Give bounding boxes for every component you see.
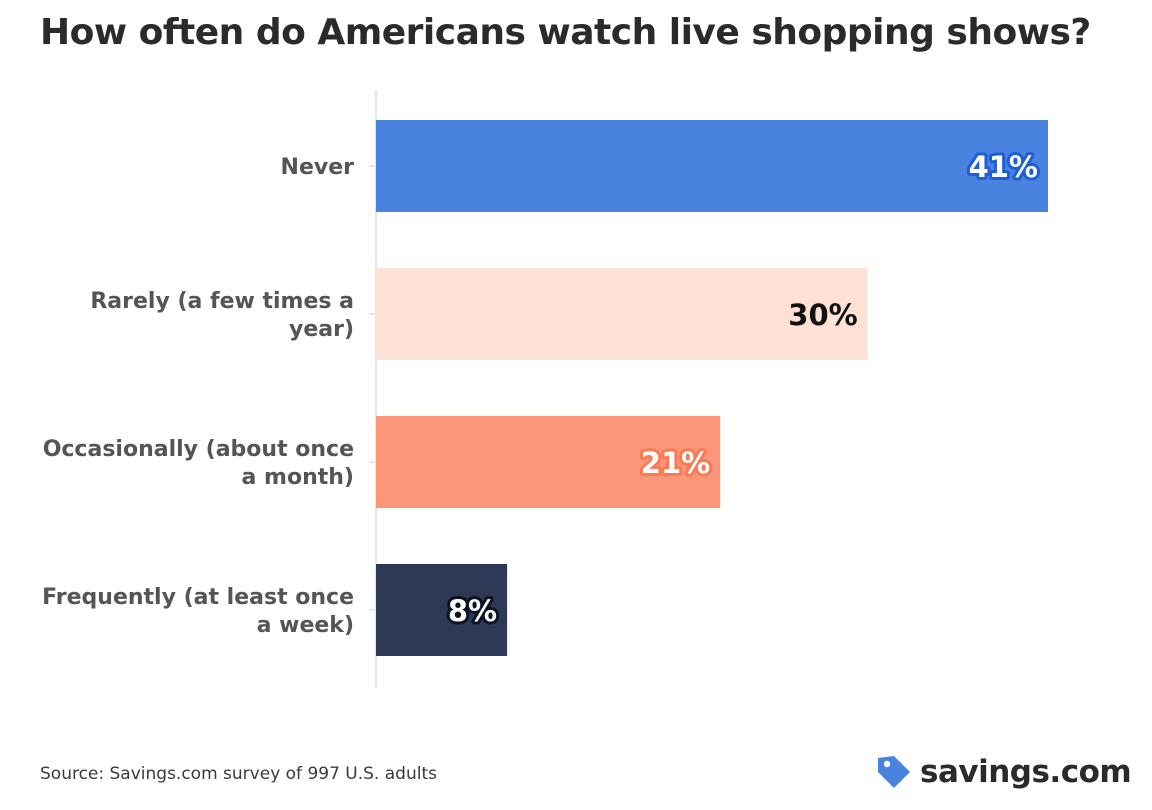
- brand-name: savings.com: [920, 754, 1132, 790]
- category-label-line: Rarely (a few times a: [90, 289, 354, 314]
- category-label-line: a month): [242, 465, 354, 490]
- category-label: Rarely (a few times a year): [90, 289, 354, 342]
- category-label-line: year): [289, 317, 354, 342]
- value-label: 30%: [788, 298, 857, 332]
- value-label: 41%: [969, 150, 1038, 184]
- bar: [376, 120, 1048, 212]
- category-label-line: a week): [257, 613, 354, 638]
- category-label-line: Frequently (at least once: [42, 585, 354, 610]
- category-label-line: Occasionally (about once: [43, 437, 354, 462]
- value-label: 21%: [641, 446, 710, 480]
- bar: [376, 268, 868, 360]
- bar: [376, 416, 721, 508]
- category-label: Never: [281, 155, 355, 180]
- category-label-line: Never: [281, 155, 355, 180]
- brand-logo: savings.com: [874, 752, 1132, 792]
- value-label: 8%: [448, 594, 497, 628]
- tag-icon: [878, 756, 910, 788]
- source-note: Source: Savings.com survey of 997 U.S. a…: [40, 764, 437, 784]
- category-label: Occasionally (about once a month): [43, 437, 354, 490]
- bar: [376, 564, 508, 656]
- category-label: Frequently (at least once a week): [42, 585, 354, 638]
- chart-title: How often do Americans watch live shoppi…: [40, 12, 1091, 53]
